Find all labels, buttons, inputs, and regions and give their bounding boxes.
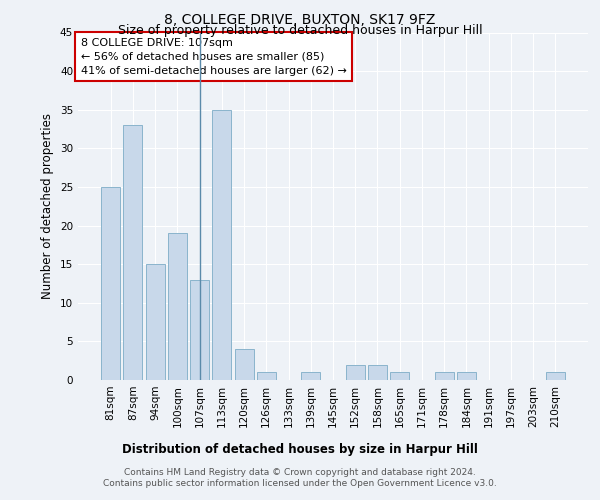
- Bar: [457, 372, 476, 380]
- Bar: [346, 364, 365, 380]
- Bar: [435, 372, 454, 380]
- Bar: [301, 372, 320, 380]
- Bar: [546, 372, 565, 380]
- Bar: [101, 187, 120, 380]
- Text: Distribution of detached houses by size in Harpur Hill: Distribution of detached houses by size …: [122, 442, 478, 456]
- Text: Size of property relative to detached houses in Harpur Hill: Size of property relative to detached ho…: [118, 24, 482, 37]
- Bar: [168, 234, 187, 380]
- Bar: [257, 372, 276, 380]
- Bar: [390, 372, 409, 380]
- Bar: [368, 364, 387, 380]
- Bar: [190, 280, 209, 380]
- Bar: [235, 349, 254, 380]
- Text: 8 COLLEGE DRIVE: 107sqm
← 56% of detached houses are smaller (85)
41% of semi-de: 8 COLLEGE DRIVE: 107sqm ← 56% of detache…: [80, 38, 346, 76]
- Y-axis label: Number of detached properties: Number of detached properties: [41, 114, 55, 299]
- Text: 8, COLLEGE DRIVE, BUXTON, SK17 9FZ: 8, COLLEGE DRIVE, BUXTON, SK17 9FZ: [164, 12, 436, 26]
- Bar: [124, 125, 142, 380]
- Text: Contains HM Land Registry data © Crown copyright and database right 2024.
Contai: Contains HM Land Registry data © Crown c…: [103, 468, 497, 487]
- Bar: [146, 264, 164, 380]
- Bar: [212, 110, 231, 380]
